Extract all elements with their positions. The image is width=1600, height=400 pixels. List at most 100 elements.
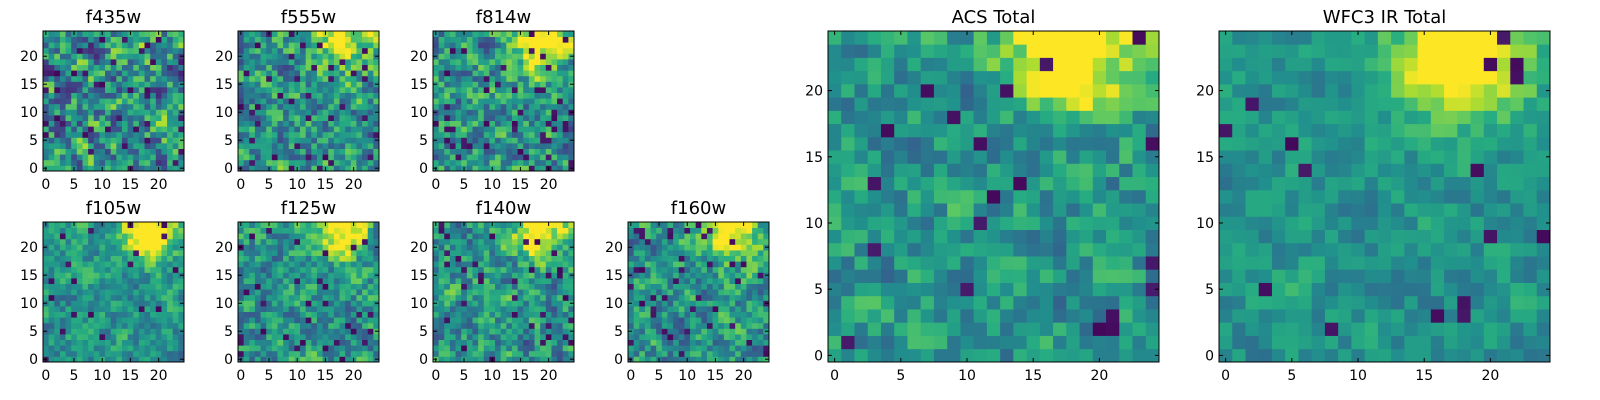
heatmap-cell (478, 278, 485, 284)
heatmap-cell (48, 255, 55, 262)
heatmap-cell (545, 137, 552, 144)
heatmap-cell (568, 98, 575, 105)
heatmap-cell (277, 272, 284, 279)
heatmap-cell (238, 255, 245, 262)
heatmap-cell (133, 53, 140, 60)
heatmap-cell (260, 159, 267, 166)
heatmap-cell (545, 53, 552, 60)
heatmap-cell (105, 137, 112, 144)
heatmap-cell (71, 311, 78, 318)
heatmap-cell (854, 242, 869, 257)
heatmap-cell (545, 250, 552, 256)
heatmap-cell (48, 222, 55, 228)
heatmap-cell (894, 176, 908, 191)
heatmap-cell (339, 238, 346, 245)
heatmap-cell (105, 345, 112, 352)
heatmap-cell (438, 92, 445, 99)
heatmap-cell (718, 278, 725, 284)
heatmap-cell (528, 356, 535, 363)
heatmap-cell (283, 70, 290, 77)
heatmap-cell (466, 81, 473, 88)
heatmap-cell (54, 154, 61, 161)
heatmap-cell (238, 250, 245, 256)
heatmap-cell (633, 266, 640, 273)
heatmap-cell (695, 272, 702, 279)
heatmap-cell (144, 70, 151, 77)
heatmap-cell (254, 283, 261, 290)
heatmap-cell (960, 282, 975, 297)
heatmap-cell (534, 255, 541, 262)
heatmap-cell (243, 53, 250, 60)
heatmap-cell (894, 295, 908, 310)
heatmap-cell (650, 311, 657, 318)
heatmap-cell (466, 328, 473, 335)
heatmap-cell (311, 143, 318, 149)
heatmap-cell (472, 339, 479, 346)
heatmap-cell (300, 350, 307, 357)
heatmap-cell (639, 311, 646, 318)
heatmap-cell (356, 261, 363, 268)
heatmap-cell (133, 227, 140, 234)
heatmap-cell (478, 53, 485, 60)
heatmap-cell (960, 348, 975, 363)
heatmap-cell (562, 126, 569, 133)
heatmap-cell (449, 356, 456, 363)
heatmap-cell (260, 47, 267, 54)
heatmap-cell (973, 203, 988, 217)
heatmap-cell (684, 300, 691, 307)
heatmap-cell (633, 334, 640, 340)
heatmap-cell (455, 227, 462, 234)
heatmap-cell (155, 334, 162, 340)
heatmap-cell (167, 75, 174, 82)
heatmap-cell (489, 103, 496, 110)
heatmap-cell (472, 31, 479, 37)
heatmap-cell (116, 345, 123, 352)
heatmap-cell (528, 227, 535, 234)
heatmap-cell (656, 233, 663, 240)
heatmap-cell (71, 306, 78, 312)
heatmap-cell (466, 165, 473, 172)
heatmap-cell (65, 322, 72, 329)
heatmap-cell (266, 339, 273, 346)
heatmap-cell (88, 53, 95, 60)
heatmap-cell (489, 137, 496, 144)
heatmap-cell (277, 109, 284, 116)
heatmap-cell (43, 143, 50, 149)
heatmap-cell (161, 165, 168, 172)
heatmap-cell (568, 64, 575, 71)
heatmap-cell (294, 109, 301, 116)
heatmap-cell (540, 115, 547, 121)
heatmap-cell (472, 317, 479, 324)
heatmap-cell (105, 294, 112, 301)
heatmap-cell (684, 283, 691, 290)
heatmap-cell (48, 272, 55, 279)
x-tick-label: 15 (317, 368, 335, 384)
heatmap-cell (466, 227, 473, 234)
heatmap-cell (88, 322, 95, 329)
heatmap-cell (339, 250, 346, 256)
heatmap-cell (71, 42, 78, 49)
heatmap-cell (973, 309, 988, 323)
heatmap-cell (466, 143, 473, 149)
heatmap-cell (746, 266, 753, 273)
heatmap-cell (712, 278, 719, 284)
heatmap-cell (333, 81, 340, 88)
heatmap-cell (489, 92, 496, 99)
heatmap-cell (105, 154, 112, 161)
heatmap-cell (644, 222, 651, 228)
heatmap-cell (500, 148, 507, 155)
heatmap-cell (466, 120, 473, 127)
heatmap-cell (88, 356, 95, 363)
heatmap-cell (316, 306, 323, 312)
heatmap-cell (161, 345, 168, 352)
heatmap-cell (528, 250, 535, 256)
heatmap-cell (534, 322, 541, 329)
heatmap-cell (48, 126, 55, 133)
heatmap-cell (472, 322, 479, 329)
heatmap-cell (1132, 295, 1147, 310)
heatmap-cell (867, 229, 882, 244)
heatmap-cell (59, 92, 66, 99)
heatmap-cell (644, 322, 651, 329)
heatmap-cell (133, 42, 140, 49)
heatmap-cell (495, 311, 502, 318)
